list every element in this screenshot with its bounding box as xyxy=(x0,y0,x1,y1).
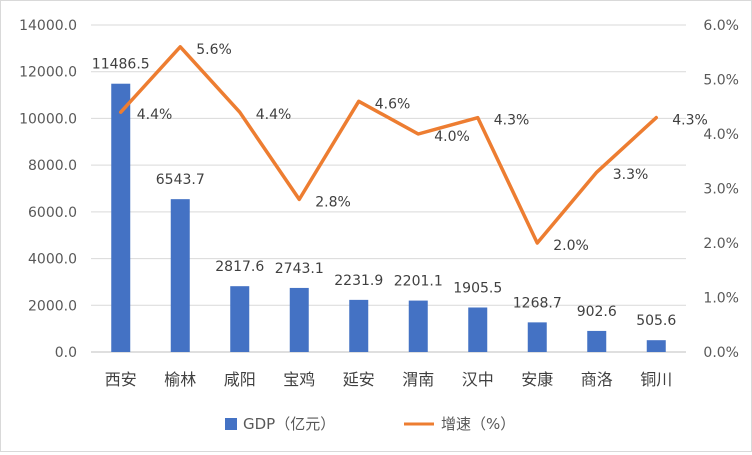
gdp-data-labels: 11486.5 6543.7 2817.6 2743.1 2231.9 2201.1 190… xyxy=(92,57,677,329)
gdp-value-label: 505.6 xyxy=(636,313,676,329)
left-tick-label: 6000.0 xyxy=(28,205,77,221)
right-tick-label: 3.0% xyxy=(703,182,739,198)
gdp-bar xyxy=(646,340,666,352)
gdp-bar xyxy=(170,199,190,352)
category-label: 西安 xyxy=(105,370,137,389)
growth-value-label: 2.0% xyxy=(553,238,589,254)
legend-label-growth: 增速（%） xyxy=(441,415,515,433)
category-label: 榆林 xyxy=(164,370,196,389)
left-tick-label: 12000.0 xyxy=(19,65,77,81)
left-tick-label: 10000.0 xyxy=(19,111,77,127)
growth-line xyxy=(119,45,658,245)
right-tick-label: 2.0% xyxy=(703,236,739,252)
left-tick-label: 8000.0 xyxy=(28,158,77,174)
category-label: 商洛 xyxy=(581,370,613,389)
gdp-bar xyxy=(349,299,369,352)
category-label: 汉中 xyxy=(462,370,494,389)
gdp-bar xyxy=(408,300,428,352)
left-axis-ticks: 0.0 2000.0 4000.0 6000.0 8000.0 10000.0 12000.… xyxy=(19,18,77,361)
growth-value-label: 4.3% xyxy=(494,113,530,129)
growth-value-label: 5.6% xyxy=(196,42,232,58)
left-tick-label: 0.0 xyxy=(55,345,77,361)
left-tick-label: 2000.0 xyxy=(28,298,77,314)
category-label: 铜川 xyxy=(640,370,672,389)
growth-value-label: 4.4% xyxy=(256,107,292,123)
gdp-value-label: 2231.9 xyxy=(334,273,383,289)
left-tick-label: 14000.0 xyxy=(19,18,77,34)
left-tick-label: 4000.0 xyxy=(28,252,77,268)
right-tick-label: 1.0% xyxy=(703,291,739,307)
legend-swatch-gdp xyxy=(225,418,237,430)
growth-line-path xyxy=(119,45,658,245)
category-label: 渭南 xyxy=(402,370,434,389)
gdp-bar xyxy=(230,286,250,352)
gdp-value-label: 1905.5 xyxy=(453,280,502,296)
category-label: 咸阳 xyxy=(224,370,256,389)
growth-value-label: 3.3% xyxy=(613,167,649,183)
category-label: 安康 xyxy=(521,370,553,389)
growth-value-label: 4.3% xyxy=(672,113,708,129)
right-tick-label: 5.0% xyxy=(703,73,739,89)
legend: GDP（亿元） 增速（%） xyxy=(225,415,515,433)
growth-value-label: 4.6% xyxy=(375,96,411,112)
growth-value-label: 4.0% xyxy=(434,129,470,145)
gdp-bar xyxy=(289,287,309,352)
growth-value-label: 2.8% xyxy=(315,194,351,210)
growth-value-label: 4.4% xyxy=(137,107,173,123)
gdp-bar xyxy=(527,322,547,352)
gdp-value-label: 6543.7 xyxy=(156,172,205,188)
gdp-bar xyxy=(111,83,131,352)
category-label: 延安 xyxy=(343,370,375,389)
gdp-value-label: 1268.7 xyxy=(513,295,562,311)
gdp-bars xyxy=(111,83,666,352)
gdp-value-label: 2817.6 xyxy=(215,259,264,275)
right-tick-label: 4.0% xyxy=(703,127,739,143)
gdp-bar xyxy=(468,307,488,352)
legend-label-gdp: GDP（亿元） xyxy=(243,415,335,433)
right-axis-ticks: 0.0% 1.0% 2.0% 3.0% 4.0% 5.0% 6.0% xyxy=(703,18,739,361)
right-tick-label: 6.0% xyxy=(703,18,739,34)
gdp-value-label: 2743.1 xyxy=(275,261,324,277)
right-tick-label: 0.0% xyxy=(703,345,739,361)
category-axis-labels: 西安 榆林 咸阳 宝鸡 延安 渭南 汉中 安康 商洛 铜川 xyxy=(105,370,673,389)
gdp-bar xyxy=(587,330,607,352)
gdp-value-label: 11486.5 xyxy=(92,57,150,73)
category-label: 宝鸡 xyxy=(283,370,315,389)
gdp-value-label: 902.6 xyxy=(577,304,617,320)
gdp-value-label: 2201.1 xyxy=(394,274,443,290)
growth-data-labels: 4.4% 5.6% 4.4% 2.8% 4.6% 4.0% 4.3% 2.0% 3.3% 4.3% xyxy=(137,42,708,254)
